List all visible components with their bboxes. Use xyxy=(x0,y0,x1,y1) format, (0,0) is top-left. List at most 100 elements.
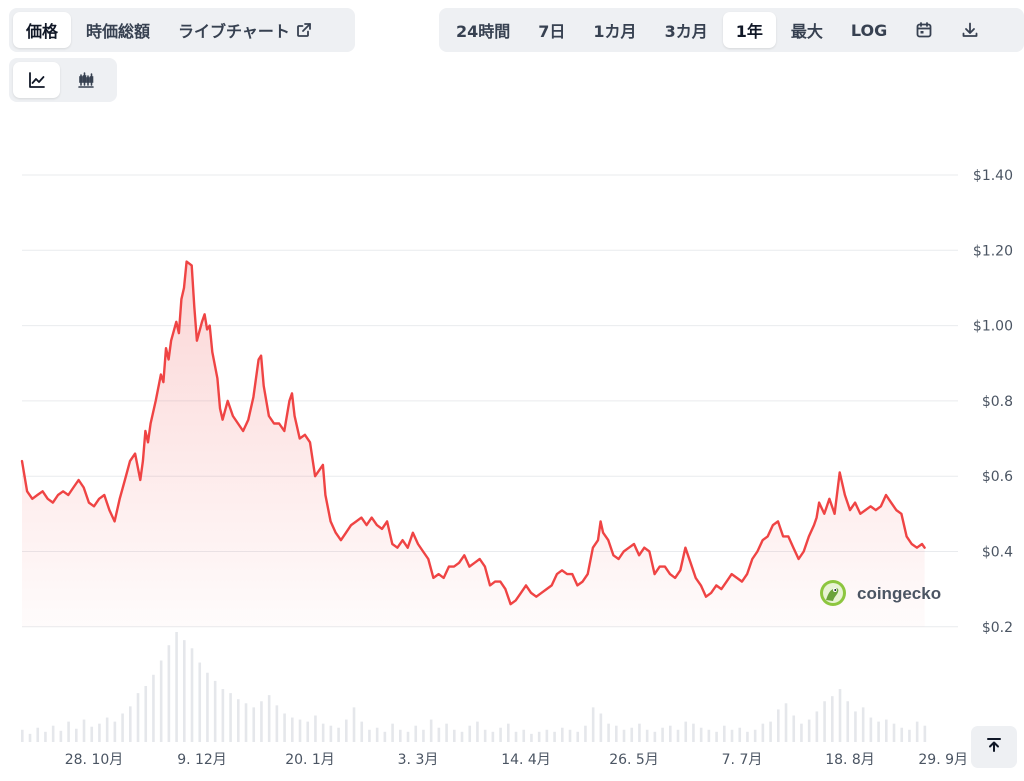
line-chart-button[interactable] xyxy=(13,62,60,98)
x-tick-label: 7. 7月 xyxy=(722,752,763,768)
volume-bar xyxy=(584,725,587,742)
volume-bar xyxy=(105,717,109,742)
tab-live-chart[interactable]: ライブチャート xyxy=(165,12,325,48)
x-tick-label: 20. 1月 xyxy=(285,752,335,768)
volume-bar xyxy=(267,695,271,742)
candlestick-chart-icon xyxy=(77,71,95,89)
volume-bar xyxy=(545,729,549,742)
volume-bar xyxy=(537,731,541,742)
volume-bar xyxy=(275,705,279,742)
volume-bar xyxy=(422,729,425,742)
volume-bar xyxy=(244,703,248,742)
range-1m[interactable]: 1カ月 xyxy=(580,12,649,48)
volume-bar xyxy=(615,725,618,742)
volume-bar xyxy=(67,721,70,742)
volume-bar xyxy=(892,723,896,742)
range-1y-label: 1年 xyxy=(735,22,763,41)
price-chart: $1.40 $1.20 $1.00 $0.8 $0.6 $0.4 $0.2 28. 10月 9… xyxy=(20,168,1013,768)
volume-bar xyxy=(653,731,657,742)
x-tick-label: 3. 3月 xyxy=(398,752,439,768)
volume-bar xyxy=(723,725,726,742)
volume-bar xyxy=(815,711,819,742)
volume-bar xyxy=(129,706,132,742)
volume-bar xyxy=(900,727,904,742)
volume-bar xyxy=(460,731,464,742)
volume-bar xyxy=(144,685,148,742)
price-line xyxy=(20,260,926,606)
volume-bar xyxy=(90,726,94,742)
volume-bar xyxy=(622,729,626,742)
volume-bar xyxy=(291,717,294,742)
volume-bar xyxy=(429,719,433,742)
x-tick-label: 14. 4月 xyxy=(501,752,551,768)
y-tick-label: $1.40 xyxy=(973,168,1013,184)
tab-price[interactable]: 価格 xyxy=(13,12,72,48)
volume-bar xyxy=(777,709,780,742)
volume-bar xyxy=(784,703,788,742)
volume-bar xyxy=(260,701,263,742)
volume-bar xyxy=(213,680,217,742)
volume-bar xyxy=(769,721,772,742)
range-24h-label: 24時間 xyxy=(456,22,511,41)
external-link-icon xyxy=(296,22,312,38)
volume-bar xyxy=(314,715,317,742)
volume-bar xyxy=(167,645,171,742)
volume-bar xyxy=(383,731,387,742)
volume-bar xyxy=(831,696,834,742)
volume-bar xyxy=(491,731,495,742)
range-7d[interactable]: 7日 xyxy=(525,12,578,48)
volume-bar xyxy=(51,725,55,742)
volume-bar xyxy=(321,723,325,742)
volume-bar xyxy=(468,725,472,742)
range-max-label: 最大 xyxy=(790,22,823,41)
line-chart-icon xyxy=(28,71,46,89)
volume-bar xyxy=(159,660,163,742)
volume-bar xyxy=(522,729,526,742)
volume-bar xyxy=(599,713,603,742)
volume-bar xyxy=(692,723,695,742)
volume-bar xyxy=(82,719,86,742)
volume-bar xyxy=(445,723,448,742)
volume-bar xyxy=(715,731,718,742)
volume-bar xyxy=(75,728,78,742)
volume-bar xyxy=(676,729,680,742)
range-3m[interactable]: 3カ月 xyxy=(652,12,721,48)
volume-bar xyxy=(823,701,826,742)
volume-bar xyxy=(437,727,441,742)
volume-bar xyxy=(753,729,757,742)
volume-bar xyxy=(352,707,356,742)
volume-bar xyxy=(152,674,155,742)
x-axis-labels: 28. 10月 9. 12月 20. 1月 3. 3月 14. 4月 26. 5月 7. 7… xyxy=(65,752,968,768)
range-log[interactable]: LOG xyxy=(838,12,900,48)
volume-bar xyxy=(746,731,749,742)
volume-bar xyxy=(854,711,857,742)
volume-bar xyxy=(406,731,410,742)
calendar-button[interactable] xyxy=(902,12,946,48)
x-tick-label: 26. 5月 xyxy=(609,752,659,768)
volume-bar xyxy=(807,719,811,742)
arrow-up-to-top-icon xyxy=(985,736,1003,758)
x-tick-label: 18. 8月 xyxy=(825,752,875,768)
candlestick-chart-button[interactable] xyxy=(62,62,109,98)
range-1y[interactable]: 1年 xyxy=(722,12,776,48)
download-button[interactable] xyxy=(948,12,992,48)
volume-bar xyxy=(707,729,711,742)
volume-bar xyxy=(630,727,634,742)
volume-bar xyxy=(684,721,688,742)
range-24h[interactable]: 24時間 xyxy=(443,12,523,48)
volume-bar xyxy=(923,725,927,742)
y-tick-label: $0.2 xyxy=(982,620,1013,636)
volume-bar xyxy=(838,689,842,742)
volume-bar xyxy=(561,727,564,742)
tab-market-cap[interactable]: 時価総額 xyxy=(73,12,163,48)
chart-type-tabs xyxy=(9,58,117,102)
volume-bar xyxy=(499,727,502,742)
range-max[interactable]: 最大 xyxy=(778,12,836,48)
range-1m-label: 1カ月 xyxy=(593,22,637,41)
volume-bar xyxy=(136,693,140,742)
volume-bar xyxy=(198,662,202,742)
volume-bar xyxy=(183,640,186,742)
scroll-to-top-button[interactable] xyxy=(971,726,1017,768)
volume-bar xyxy=(414,725,418,742)
volume-bar xyxy=(553,731,556,742)
